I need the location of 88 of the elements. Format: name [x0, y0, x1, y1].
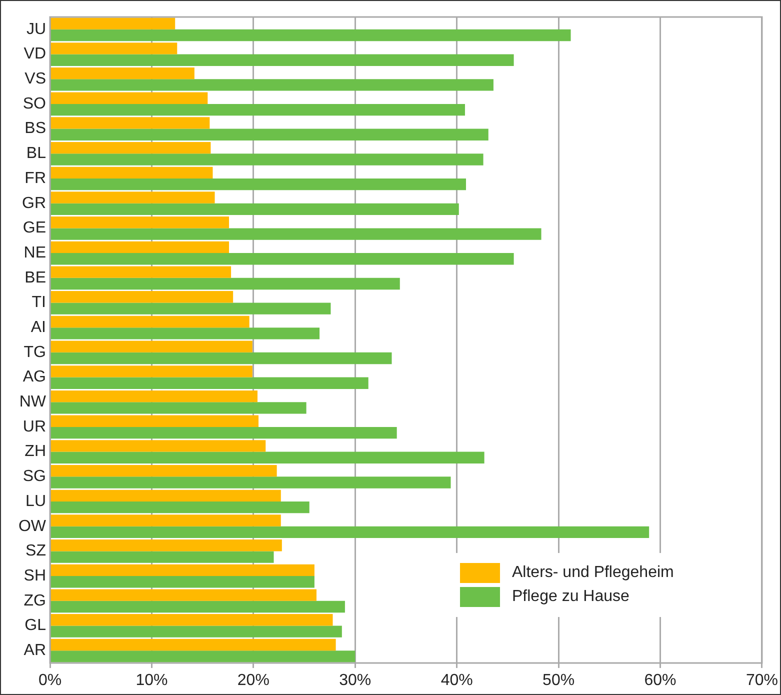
bar	[50, 377, 368, 389]
x-tick-label: 30%	[339, 672, 372, 690]
bar	[50, 316, 250, 328]
bar	[50, 291, 234, 303]
bar	[50, 278, 400, 290]
bar	[50, 490, 281, 502]
bar	[50, 638, 336, 651]
bar	[50, 54, 514, 66]
y-tick-label: AG	[22, 368, 46, 386]
bar	[50, 576, 314, 588]
y-tick-label: TG	[24, 344, 46, 361]
bar	[50, 117, 210, 129]
bar	[50, 514, 281, 526]
bar	[50, 426, 397, 439]
bar	[50, 253, 514, 265]
bar	[50, 29, 571, 42]
bar	[50, 18, 176, 30]
bar	[50, 390, 258, 402]
bar	[50, 526, 650, 538]
bar	[50, 178, 466, 190]
legend-label: Alters- und Pflegeheim	[512, 564, 674, 582]
bar	[50, 79, 494, 91]
y-tick-label: ZG	[24, 592, 46, 610]
bar	[50, 216, 230, 228]
y-tick-label: GE	[22, 220, 46, 237]
y-tick-label: LU	[26, 492, 46, 510]
y-tick-label: GR	[22, 194, 46, 212]
bar	[50, 154, 484, 166]
x-tick-label: 70%	[746, 672, 778, 690]
y-tick-label: NW	[19, 394, 47, 411]
y-tick-label: VS	[24, 70, 46, 88]
y-tick-label: SO	[22, 95, 46, 112]
bar	[50, 92, 208, 104]
bar	[50, 614, 333, 626]
y-tick-label: BE	[24, 269, 46, 286]
y-tick-label: BL	[26, 145, 46, 162]
bar	[50, 67, 194, 80]
bar	[50, 600, 345, 613]
bar	[50, 564, 314, 576]
x-tick-label: 50%	[542, 672, 575, 690]
bar	[50, 192, 215, 204]
bar	[50, 302, 331, 314]
y-tick-label: SH	[24, 567, 46, 584]
bar	[50, 650, 356, 662]
y-tick-label: NE	[24, 244, 46, 262]
bar	[50, 502, 310, 514]
bar	[50, 166, 213, 178]
bar	[50, 551, 274, 563]
y-tick-label: JU	[26, 20, 46, 38]
y-tick-label: OW	[18, 518, 47, 535]
bar	[50, 452, 484, 464]
bar	[50, 241, 230, 254]
x-tick-label: 60%	[644, 672, 676, 690]
x-tick-label: 10%	[136, 672, 168, 690]
bar	[50, 42, 178, 54]
bar	[50, 464, 277, 477]
y-tick-label: UR	[22, 418, 46, 436]
bar	[50, 203, 459, 216]
bar	[50, 104, 465, 116]
y-tick-label: TI	[32, 294, 46, 312]
y-tick-label: SG	[22, 468, 46, 486]
y-tick-label: BS	[24, 120, 46, 138]
bar	[50, 540, 282, 552]
bar	[50, 128, 488, 140]
bar	[50, 402, 306, 414]
bar	[50, 266, 232, 278]
bar	[50, 589, 316, 601]
x-tick-label: 20%	[237, 672, 270, 690]
y-tick-label: ZH	[24, 443, 46, 460]
bar	[50, 366, 252, 378]
bar	[50, 440, 266, 452]
bar	[50, 352, 392, 364]
legend-label: Pflege zu Hause	[512, 588, 630, 606]
y-tick-label: AI	[30, 318, 46, 336]
y-tick-label: SZ	[26, 542, 46, 560]
bar	[50, 228, 542, 240]
x-tick-label: 40%	[440, 672, 473, 690]
y-tick-label: VD	[24, 46, 46, 63]
y-tick-label: AR	[24, 642, 46, 659]
bar	[50, 142, 211, 154]
y-tick-label: FR	[24, 170, 46, 187]
bar	[50, 415, 259, 427]
y-tick-label: GL	[24, 617, 46, 634]
x-tick-label: 0%	[38, 672, 62, 690]
bar	[50, 328, 320, 340]
bar	[50, 340, 252, 352]
bar	[50, 626, 342, 638]
bar	[50, 476, 451, 488]
